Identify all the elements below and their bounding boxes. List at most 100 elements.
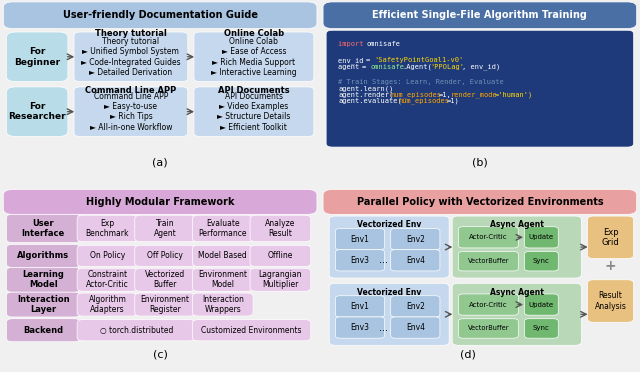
Text: env_id: env_id — [339, 57, 368, 64]
Text: Algorithm
Adapters: Algorithm Adapters — [88, 295, 127, 314]
Text: Env2: Env2 — [406, 235, 425, 244]
FancyBboxPatch shape — [6, 267, 80, 292]
Text: agent.evaluate(: agent.evaluate( — [339, 98, 402, 104]
Text: Environment
Register: Environment Register — [141, 295, 189, 314]
FancyBboxPatch shape — [193, 293, 253, 316]
Text: Env1: Env1 — [351, 235, 369, 244]
Text: (b): (b) — [472, 158, 488, 168]
FancyBboxPatch shape — [250, 268, 311, 291]
Text: On Policy: On Policy — [90, 251, 125, 260]
Text: Command Line APP: Command Line APP — [85, 86, 177, 95]
Text: Evaluate
Performance: Evaluate Performance — [198, 219, 247, 238]
Text: Backend: Backend — [23, 326, 63, 335]
Text: Vectorized Env: Vectorized Env — [357, 288, 421, 297]
FancyBboxPatch shape — [335, 250, 385, 271]
Text: 'PPOLag': 'PPOLag' — [430, 64, 465, 70]
Text: Update: Update — [529, 234, 554, 240]
Text: ...: ... — [378, 255, 388, 265]
FancyBboxPatch shape — [6, 214, 80, 243]
Text: +: + — [605, 259, 616, 273]
Text: , env_id): , env_id) — [462, 63, 500, 70]
FancyBboxPatch shape — [329, 283, 449, 345]
FancyBboxPatch shape — [74, 87, 188, 137]
Text: Analyze
Result: Analyze Result — [265, 219, 296, 238]
Text: 'SafetyPointGoal1-v0': 'SafetyPointGoal1-v0' — [374, 57, 463, 63]
Text: agent.learn(): agent.learn() — [339, 86, 394, 92]
Text: Env1: Env1 — [351, 302, 369, 311]
FancyBboxPatch shape — [524, 319, 558, 338]
Text: Env3: Env3 — [351, 323, 369, 332]
FancyBboxPatch shape — [335, 317, 385, 338]
FancyBboxPatch shape — [77, 320, 195, 341]
Text: Offline: Offline — [268, 251, 293, 260]
FancyBboxPatch shape — [390, 317, 440, 338]
FancyBboxPatch shape — [390, 250, 440, 271]
Text: Environment
Model: Environment Model — [198, 270, 247, 289]
FancyBboxPatch shape — [458, 319, 518, 338]
Text: =: = — [367, 57, 375, 63]
Text: Constraint
Actor-Critic: Constraint Actor-Critic — [86, 270, 129, 289]
FancyBboxPatch shape — [452, 216, 581, 278]
Text: # Train Stages: Learn, Render, Evaluate: # Train Stages: Learn, Render, Evaluate — [339, 80, 504, 86]
FancyBboxPatch shape — [390, 228, 440, 250]
FancyBboxPatch shape — [193, 245, 253, 266]
Text: Online Colab
► Ease of Access
► Rich Media Support
► Interactive Learning: Online Colab ► Ease of Access ► Rich Med… — [211, 37, 297, 77]
FancyBboxPatch shape — [194, 87, 314, 137]
FancyBboxPatch shape — [3, 2, 317, 29]
FancyBboxPatch shape — [6, 244, 80, 267]
FancyBboxPatch shape — [77, 268, 138, 291]
Text: (c): (c) — [153, 349, 168, 359]
Text: omnisafe: omnisafe — [367, 41, 401, 46]
Text: .Agent(: .Agent( — [403, 63, 432, 70]
Text: API Documents: API Documents — [218, 86, 290, 95]
FancyBboxPatch shape — [335, 296, 385, 317]
Text: Sync: Sync — [533, 326, 550, 331]
FancyBboxPatch shape — [323, 190, 637, 214]
Text: User-friendly Documentation Guide: User-friendly Documentation Guide — [63, 10, 258, 20]
Text: VectorBuffer: VectorBuffer — [468, 258, 509, 264]
Text: Model Based: Model Based — [198, 251, 247, 260]
Text: For
Beginner: For Beginner — [14, 47, 60, 67]
Text: =1): =1) — [446, 98, 459, 104]
Text: omnisafe: omnisafe — [371, 64, 404, 70]
FancyBboxPatch shape — [588, 280, 634, 322]
FancyBboxPatch shape — [326, 30, 634, 147]
Text: Lagrangian
Multiplier: Lagrangian Multiplier — [259, 270, 302, 289]
FancyBboxPatch shape — [458, 227, 518, 248]
FancyBboxPatch shape — [135, 215, 195, 242]
Text: ...: ... — [378, 323, 388, 333]
FancyBboxPatch shape — [524, 294, 558, 315]
FancyBboxPatch shape — [335, 228, 385, 250]
Text: Theory tutorial
► Unified Symbol System
► Code-Integrated Guides
► Detailed Deri: Theory tutorial ► Unified Symbol System … — [81, 37, 180, 77]
Text: Vectorized
Buffer: Vectorized Buffer — [145, 270, 185, 289]
FancyBboxPatch shape — [135, 268, 195, 291]
Text: Env3: Env3 — [351, 256, 369, 265]
FancyBboxPatch shape — [250, 245, 311, 266]
Text: import: import — [339, 41, 368, 46]
FancyBboxPatch shape — [6, 32, 68, 81]
Text: API Documents
► Video Examples
► Structure Details
► Efficient Toolkit: API Documents ► Video Examples ► Structu… — [217, 92, 291, 132]
Text: ○ torch.distributed: ○ torch.distributed — [100, 326, 173, 335]
Text: Off Policy: Off Policy — [147, 251, 183, 260]
FancyBboxPatch shape — [588, 216, 634, 259]
Text: Customized Environments: Customized Environments — [202, 326, 302, 335]
Text: Efficient Single-File Algorithm Training: Efficient Single-File Algorithm Training — [372, 10, 588, 20]
Text: ='human'): ='human') — [494, 92, 532, 98]
Text: Env4: Env4 — [406, 256, 425, 265]
Text: Parallel Policy with Vectorized Environments: Parallel Policy with Vectorized Environm… — [356, 197, 603, 207]
Text: Env4: Env4 — [406, 323, 425, 332]
FancyBboxPatch shape — [77, 215, 138, 242]
Text: For
Researcher: For Researcher — [8, 102, 66, 121]
Text: Actor-Critic: Actor-Critic — [469, 234, 508, 240]
Text: render_mode: render_mode — [451, 92, 497, 98]
Text: Learning
Model: Learning Model — [22, 270, 64, 289]
FancyBboxPatch shape — [390, 296, 440, 317]
FancyBboxPatch shape — [323, 2, 637, 29]
FancyBboxPatch shape — [77, 293, 138, 316]
FancyBboxPatch shape — [524, 251, 558, 271]
Text: VectorBuffer: VectorBuffer — [468, 326, 509, 331]
FancyBboxPatch shape — [329, 216, 449, 278]
FancyBboxPatch shape — [193, 268, 253, 291]
Text: (a): (a) — [152, 158, 168, 168]
Text: Async Agent: Async Agent — [490, 221, 544, 230]
